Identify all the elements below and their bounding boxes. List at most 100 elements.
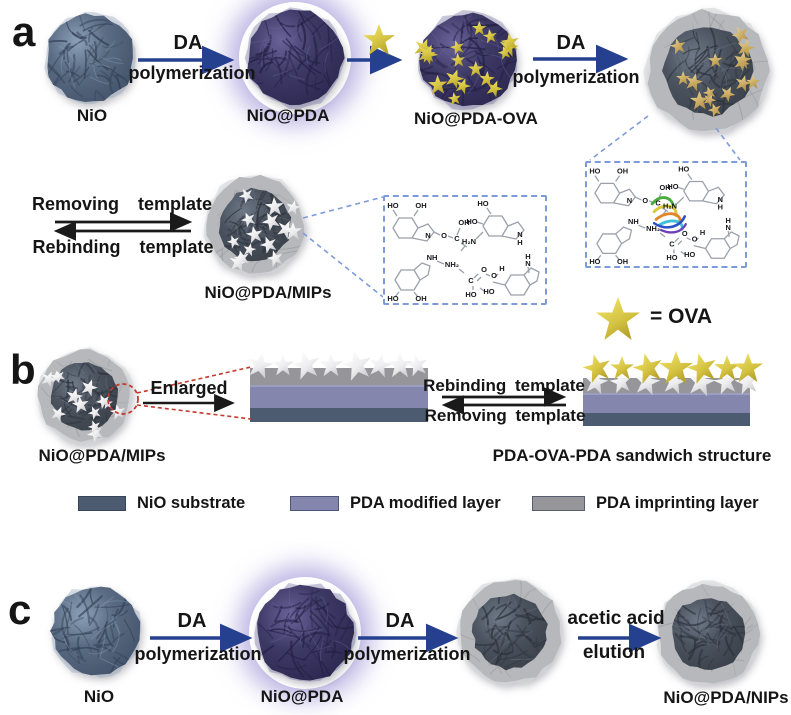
chem-label: H: [718, 203, 723, 212]
nio-pda-ova-pda-particle: [640, 3, 776, 139]
chem-label: O: [481, 265, 487, 274]
chem-label: N: [718, 195, 723, 204]
chem-label: NH₂: [646, 224, 660, 233]
ova-star-icon: [363, 24, 395, 55]
nio-pda-ova-label: NiO@PDA-OVA: [414, 109, 538, 128]
nips-particle-c: [650, 576, 766, 692]
panel-a-label: a: [12, 8, 36, 55]
arrow-c1-top-label: DA: [177, 610, 207, 632]
chem-label: OH: [617, 167, 628, 176]
chem-label: N: [525, 259, 530, 268]
chem-label: HO: [678, 165, 689, 174]
nio-a-label: NiO: [76, 106, 108, 125]
chem-label: HO: [387, 294, 398, 303]
legend-item: PDA modified layer: [290, 494, 501, 513]
chem-label: N: [425, 231, 430, 240]
chem-label: OH: [659, 183, 670, 192]
chem-label: OH: [415, 294, 426, 303]
chem-label: NH: [427, 253, 438, 262]
chem-label: O: [441, 231, 447, 240]
pda-modified-layer: [583, 393, 750, 413]
enlarged-label: Enlarged: [150, 378, 228, 398]
chem-label: HO: [465, 290, 476, 299]
panel-c-label: c: [8, 586, 32, 633]
chem-label: OH: [458, 218, 469, 227]
chem-label: O: [682, 229, 688, 238]
chem-label: HO: [589, 167, 600, 176]
legend-label: NiO substrate: [137, 494, 246, 512]
rebound-ova-star-icon: [610, 356, 634, 380]
panel-b-label: b: [10, 346, 36, 393]
chem-label: H: [525, 252, 530, 261]
nio-pda-a-label: NiO@PDA: [246, 106, 330, 125]
nio-particle-a: [38, 6, 142, 110]
sandwich-structure-label: PDA-OVA-PDA sandwich structure: [492, 446, 772, 465]
arrow-c3-bottom-label: elution: [582, 642, 646, 663]
chem-label: N: [627, 196, 632, 205]
chem-label: O: [642, 196, 648, 205]
chem-label: NH: [628, 217, 639, 226]
chem-label: NH₂: [445, 260, 459, 269]
rebinding-b-label: Rebinding template: [423, 376, 585, 395]
chem-label: OH: [415, 201, 426, 210]
legend-label: PDA modified layer: [350, 494, 501, 512]
arrow-a2-top-label: DA: [556, 32, 586, 54]
chem-label: H₂N: [663, 202, 677, 211]
chem-label: C: [669, 240, 675, 249]
nio-pda-particle-c: [249, 577, 361, 689]
chem-label: H: [517, 238, 522, 247]
arrow-c2-top-label: DA: [385, 610, 415, 632]
mips-particle-b: [31, 342, 139, 450]
arrow-a2-bottom-label: polymerization: [512, 67, 640, 87]
chem-label: H: [499, 264, 504, 273]
mips-a-label: NiO@PDA/MIPs: [204, 283, 332, 302]
ova-legend-star-icon: [596, 297, 640, 340]
zoom-callout-line-bottom: [136, 404, 252, 420]
removing-template-label: Removing template: [31, 194, 213, 214]
chem-label: H₂N: [462, 237, 476, 246]
chem-label: HO: [684, 250, 695, 259]
chem-label: N: [726, 223, 731, 232]
chem-label: H: [726, 216, 731, 225]
chem-label: C: [454, 234, 460, 243]
chem-label: C: [468, 276, 474, 285]
removing-b-label: Removing template: [424, 406, 586, 425]
chem-structure-box-left: HO OH N O C OH H₂N HO HO N H NH NH₂ HO OH C O O H HO HO H N: [383, 195, 547, 305]
enlarged-layer-stack: [250, 368, 428, 422]
legend-item: PDA imprinting layer: [532, 494, 759, 513]
mips-particle-a: [198, 168, 312, 282]
mips-b-label: NiO@PDA/MIPs: [38, 446, 166, 465]
chem-label: HO: [483, 287, 494, 296]
nips-c-label: NiO@PDA/NIPs: [663, 688, 789, 707]
pda-modified-layer: [250, 385, 428, 408]
chem-label: HO: [666, 253, 677, 262]
chem-label: H: [700, 228, 705, 237]
arrow-a1-top-label: DA: [173, 32, 203, 54]
chem-label: HO: [477, 199, 488, 208]
nio-c-label: NiO: [83, 687, 115, 706]
chem-label: OH: [617, 257, 628, 266]
rebinding-template-label: Rebinding template: [32, 237, 214, 257]
chem-label: HO: [589, 257, 600, 266]
legend-label: PDA imprinting layer: [596, 494, 759, 512]
arrow-a1-bottom-label: polymerization: [128, 63, 256, 83]
legend-swatch: [290, 496, 339, 511]
nio-pda-particle-a: [239, 2, 351, 114]
ova-legend-label: = OVA: [650, 305, 713, 328]
chem-structure-box-right: HO OH N O C OH H₂N HO HO N H NH NH₂ HO OH C O O H HO HO H N: [585, 161, 747, 268]
chem-label: HO: [387, 201, 398, 210]
legend-swatch: [532, 496, 585, 511]
nio-particle-c: [44, 579, 148, 683]
legend-item: NiO substrate: [78, 494, 245, 513]
nio-pda-shell-particle-c: [451, 573, 569, 691]
chem-label: HO: [667, 182, 678, 191]
arrow-c3-top-label: acetic acid: [567, 608, 665, 629]
chem-label: HO: [466, 217, 477, 226]
arrow-c1-bottom-label: polymerization: [134, 644, 262, 664]
chem-label: O: [692, 235, 698, 244]
chem-label: N: [517, 230, 522, 239]
legend-swatch: [78, 496, 126, 511]
nio-pda-c-label: NiO@PDA: [260, 687, 344, 706]
chem-label: O: [491, 271, 497, 280]
